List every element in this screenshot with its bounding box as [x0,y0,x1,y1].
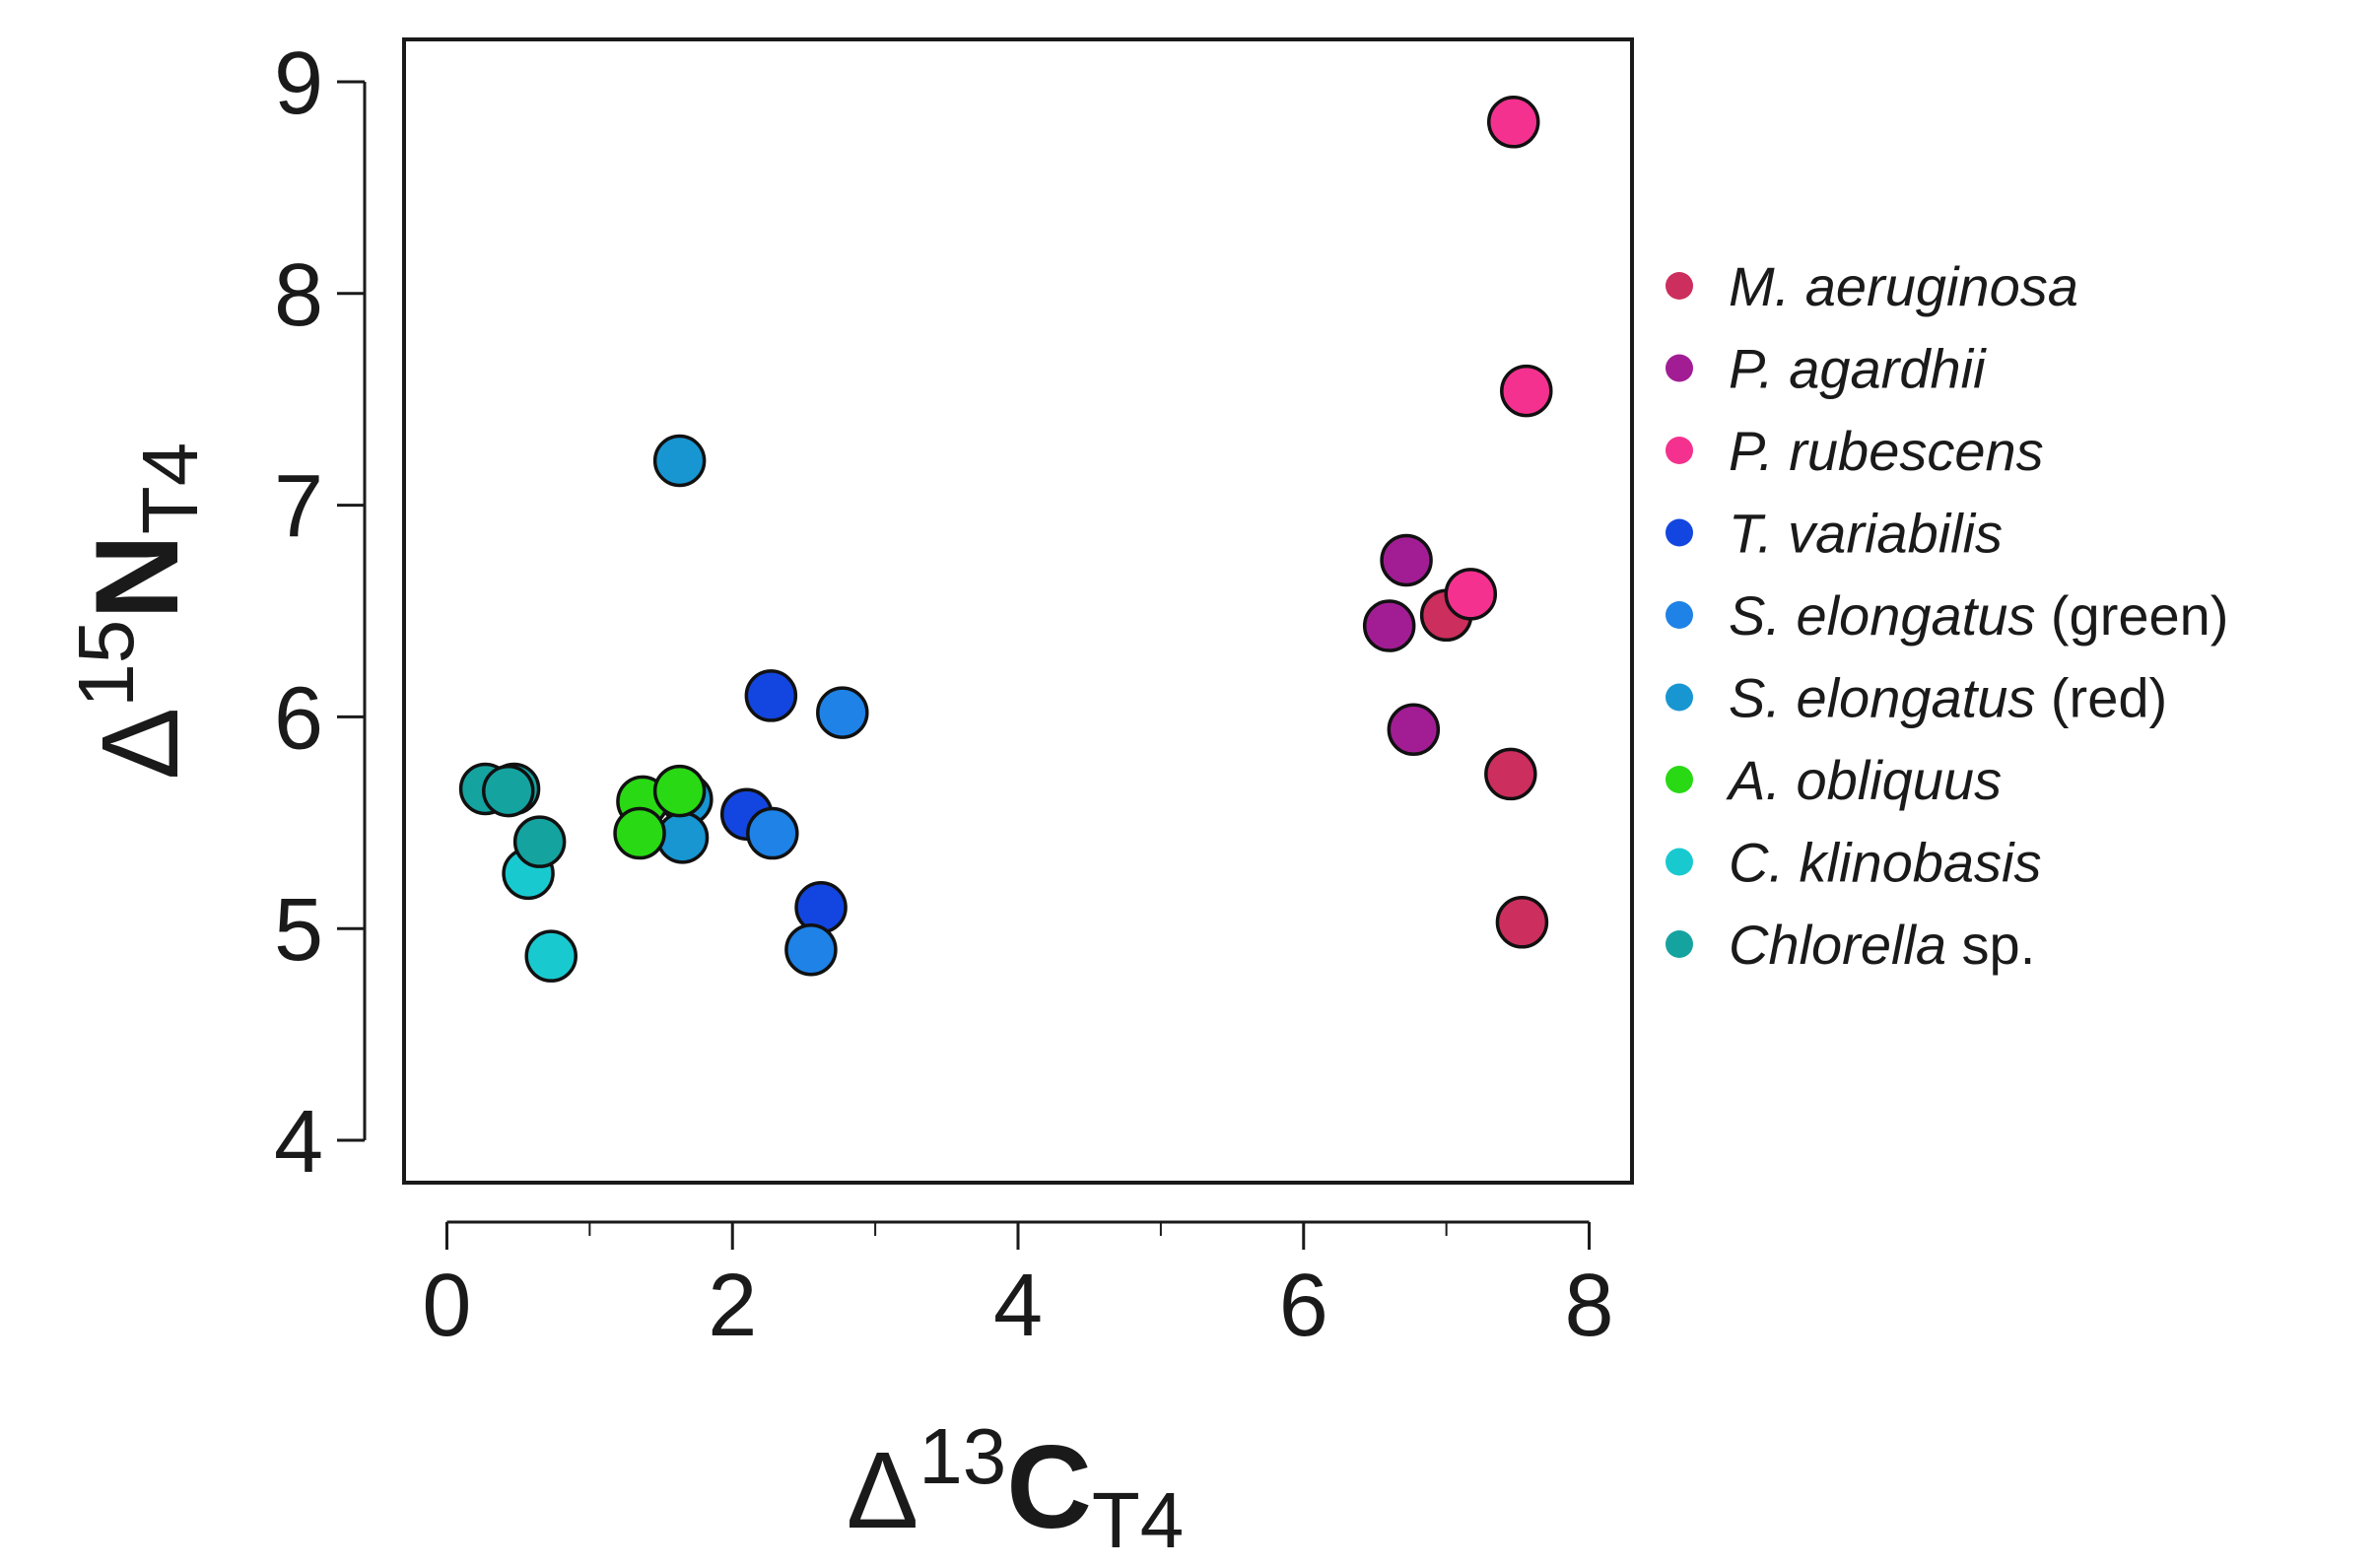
y-tick-label: 4 [274,1093,323,1192]
data-points [458,96,1553,983]
legend-marker [1666,848,1693,876]
data-point [652,764,707,818]
legend: M. aeruginosa P. agardhii P. rubescens T. v… [1666,255,2228,976]
legend-label-italic: M. aeruginosa [1729,255,2078,317]
legend-label-italic: S. elongatus [1729,667,2035,729]
y-axis: 4 5 6 7 8 9 [274,34,367,1192]
data-point [816,686,869,739]
legend-label: M. aeruginosa [1729,255,2078,317]
y-axis-title-symbol: Δ [80,708,201,780]
data-point [746,806,799,860]
data-point [512,815,567,868]
data-point [1444,568,1498,621]
legend-label: Chlorella sp. [1729,914,2035,976]
x-axis-title-symbol: Δ [847,1430,918,1551]
x-axis-title-subscript: T4 [1092,1476,1184,1564]
legend-marker [1666,437,1693,464]
data-point [1486,96,1540,149]
y-tick-label: 9 [274,34,323,133]
legend-label-suffix: (green) [2035,584,2228,647]
data-point [482,764,535,818]
x-tick-label: 8 [1565,1257,1614,1355]
legend-marker [1666,518,1693,547]
y-tick-label: 8 [274,246,323,345]
legend-label: S. elongatus (green) [1729,584,2228,647]
legend-marker [1666,683,1693,712]
y-axis-title: Δ15NT4 [62,443,214,781]
y-tick-label: 7 [274,458,323,557]
data-point [652,434,707,488]
legend-marker [1666,766,1693,793]
data-point [1362,599,1416,652]
legend-label-italic: Chlorella [1729,914,1946,976]
legend-label: P. rubescens [1729,420,2044,482]
legend-label-italic: A. obliquus [1726,749,2002,811]
x-axis: 0 2 4 6 8 [422,1220,1614,1355]
legend-marker [1666,930,1693,958]
legend-label: T. variabilis [1729,503,2003,565]
y-axis-title-superscript: 15 [62,620,150,708]
x-tick-label: 4 [993,1257,1043,1355]
legend-label-italic: S. elongatus [1729,584,2035,647]
y-tick-label: 6 [274,669,323,768]
x-tick-label: 2 [708,1257,757,1355]
data-point [1380,533,1433,587]
legend-label-italic: P. rubescens [1729,420,2044,482]
legend-label: S. elongatus (red) [1729,667,2167,729]
y-tick-label: 5 [274,881,323,980]
data-point [784,922,838,977]
x-axis-title-superscript: 13 [918,1412,1006,1500]
legend-label-suffix: sp. [1946,914,2035,976]
data-point [524,929,578,983]
x-axis-title-main: C [1006,1421,1092,1553]
legend-label-italic: P. agardhii [1729,338,1987,400]
legend-label: P. agardhii [1729,338,1987,400]
data-point [613,806,666,860]
legend-marker [1666,354,1693,382]
legend-marker [1666,272,1693,300]
legend-label-italic: C. klinobasis [1729,832,2041,894]
x-tick-label: 0 [422,1257,471,1355]
legend-label: A. obliquus [1726,749,2002,811]
data-point [1484,747,1537,801]
legend-label: C. klinobasis [1729,832,2041,894]
x-tick-label: 6 [1279,1257,1328,1355]
legend-label-suffix: (red) [2035,667,2167,729]
legend-label-italic: T. variabilis [1729,503,2003,565]
x-axis-title: Δ13CT4 [847,1412,1185,1564]
y-axis-title-subscript: T4 [126,443,214,534]
data-point [1495,896,1549,949]
data-point [744,669,798,722]
y-axis-title-main: N [71,534,203,620]
data-point [1500,364,1553,418]
legend-marker [1666,601,1693,629]
data-point [1387,703,1441,757]
